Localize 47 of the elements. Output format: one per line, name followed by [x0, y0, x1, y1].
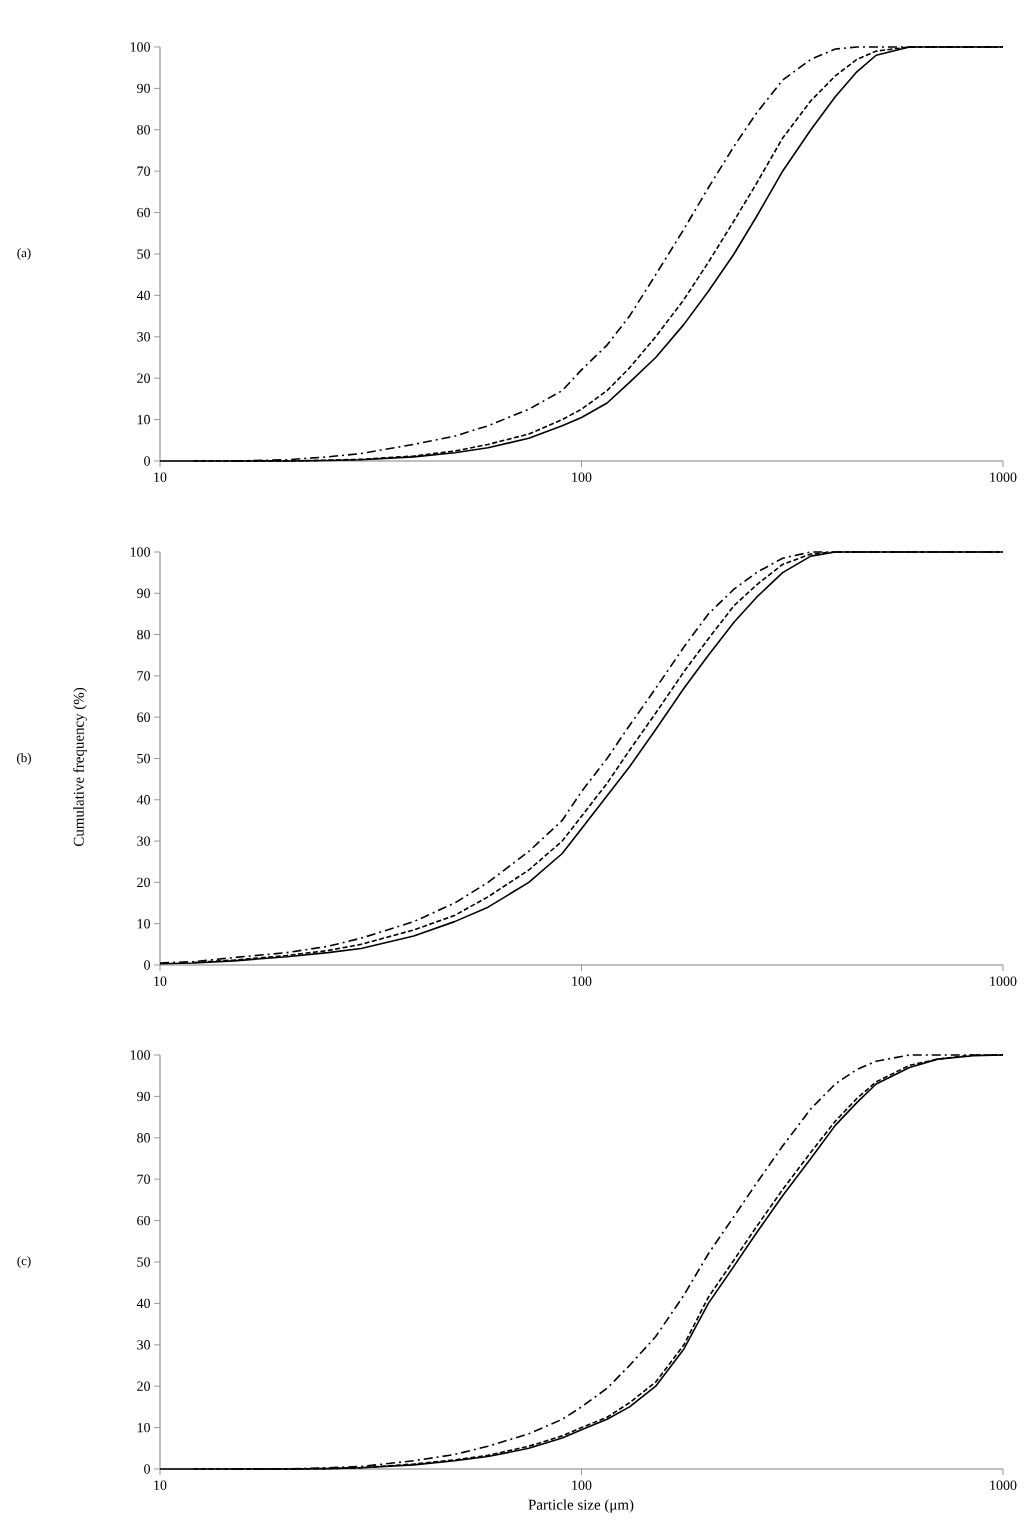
- x-tick-label: 100: [572, 1480, 592, 1490]
- y-tick-label: 90: [137, 1091, 150, 1102]
- y-tick-label: 60: [137, 712, 150, 722]
- y-tick-label: 20: [137, 877, 150, 888]
- y-tick-label: 0: [144, 960, 150, 970]
- text: (b): [17, 753, 31, 765]
- y-tick-label: 50: [137, 753, 150, 764]
- y-tick-label: 50: [137, 1257, 150, 1267]
- y-tick-label: 50: [137, 249, 150, 259]
- x-tick-label: 1000: [990, 472, 1017, 482]
- x-tick-label: 10: [154, 1480, 167, 1490]
- x-tick-label: 100: [572, 472, 592, 482]
- y-tick-label: 80: [137, 629, 150, 640]
- y-tick-label: 40: [136, 1298, 150, 1309]
- y-tick-label: 20: [137, 373, 150, 383]
- y-tick-label: 40: [136, 795, 150, 805]
- y-tick-label: 30: [137, 332, 150, 342]
- y-tick-label: 30: [137, 836, 150, 846]
- y-tick-label: 0: [144, 456, 150, 466]
- y-tick-label: 100: [130, 42, 150, 52]
- y-tick-label: 30: [137, 1340, 150, 1350]
- text: (a): [17, 248, 31, 260]
- y-tick-label: 80: [137, 125, 150, 135]
- x-tick-label: 10: [154, 976, 167, 986]
- x-tick-label: 100: [572, 976, 592, 986]
- y-tick-label: 100: [130, 547, 150, 557]
- y-tick-label: 70: [137, 166, 150, 176]
- text: (c): [17, 1256, 31, 1268]
- y-tick-label: 10: [137, 1422, 150, 1433]
- x-axis-title: Particle size (μm): [528, 1499, 634, 1513]
- x-tick-label: 1000: [990, 1480, 1017, 1490]
- x-tick-label: 10: [154, 472, 167, 482]
- y-tick-label: 70: [137, 671, 150, 681]
- y-tick-label: 60: [137, 207, 150, 218]
- x-tick-label: 1000: [990, 976, 1017, 986]
- y-tick-label: 80: [137, 1133, 150, 1143]
- y-tick-label: 10: [137, 414, 150, 425]
- y-tick-label: 90: [137, 83, 150, 94]
- y-tick-label: 100: [130, 1050, 150, 1060]
- y-tick-label: 40: [136, 290, 150, 301]
- y-tick-label: 70: [137, 1174, 150, 1184]
- y-tick-label: 60: [137, 1215, 150, 1226]
- y-axis-title: Cumulative frequency (%): [73, 687, 87, 847]
- y-tick-label: 90: [137, 588, 150, 598]
- y-tick-label: 0: [144, 1464, 150, 1474]
- y-tick-label: 10: [137, 918, 150, 929]
- y-tick-label: 20: [137, 1381, 150, 1391]
